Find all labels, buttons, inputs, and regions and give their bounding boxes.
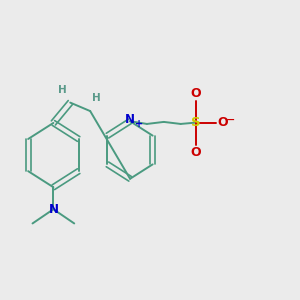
Text: N: N	[125, 113, 135, 126]
Text: N: N	[48, 203, 59, 216]
Text: O: O	[218, 116, 228, 129]
Text: H: H	[92, 92, 101, 103]
Text: H: H	[58, 85, 67, 95]
Text: O: O	[191, 87, 201, 100]
Text: +: +	[135, 119, 143, 129]
Text: −: −	[226, 115, 236, 125]
Text: S: S	[191, 116, 201, 129]
Text: O: O	[191, 146, 201, 158]
